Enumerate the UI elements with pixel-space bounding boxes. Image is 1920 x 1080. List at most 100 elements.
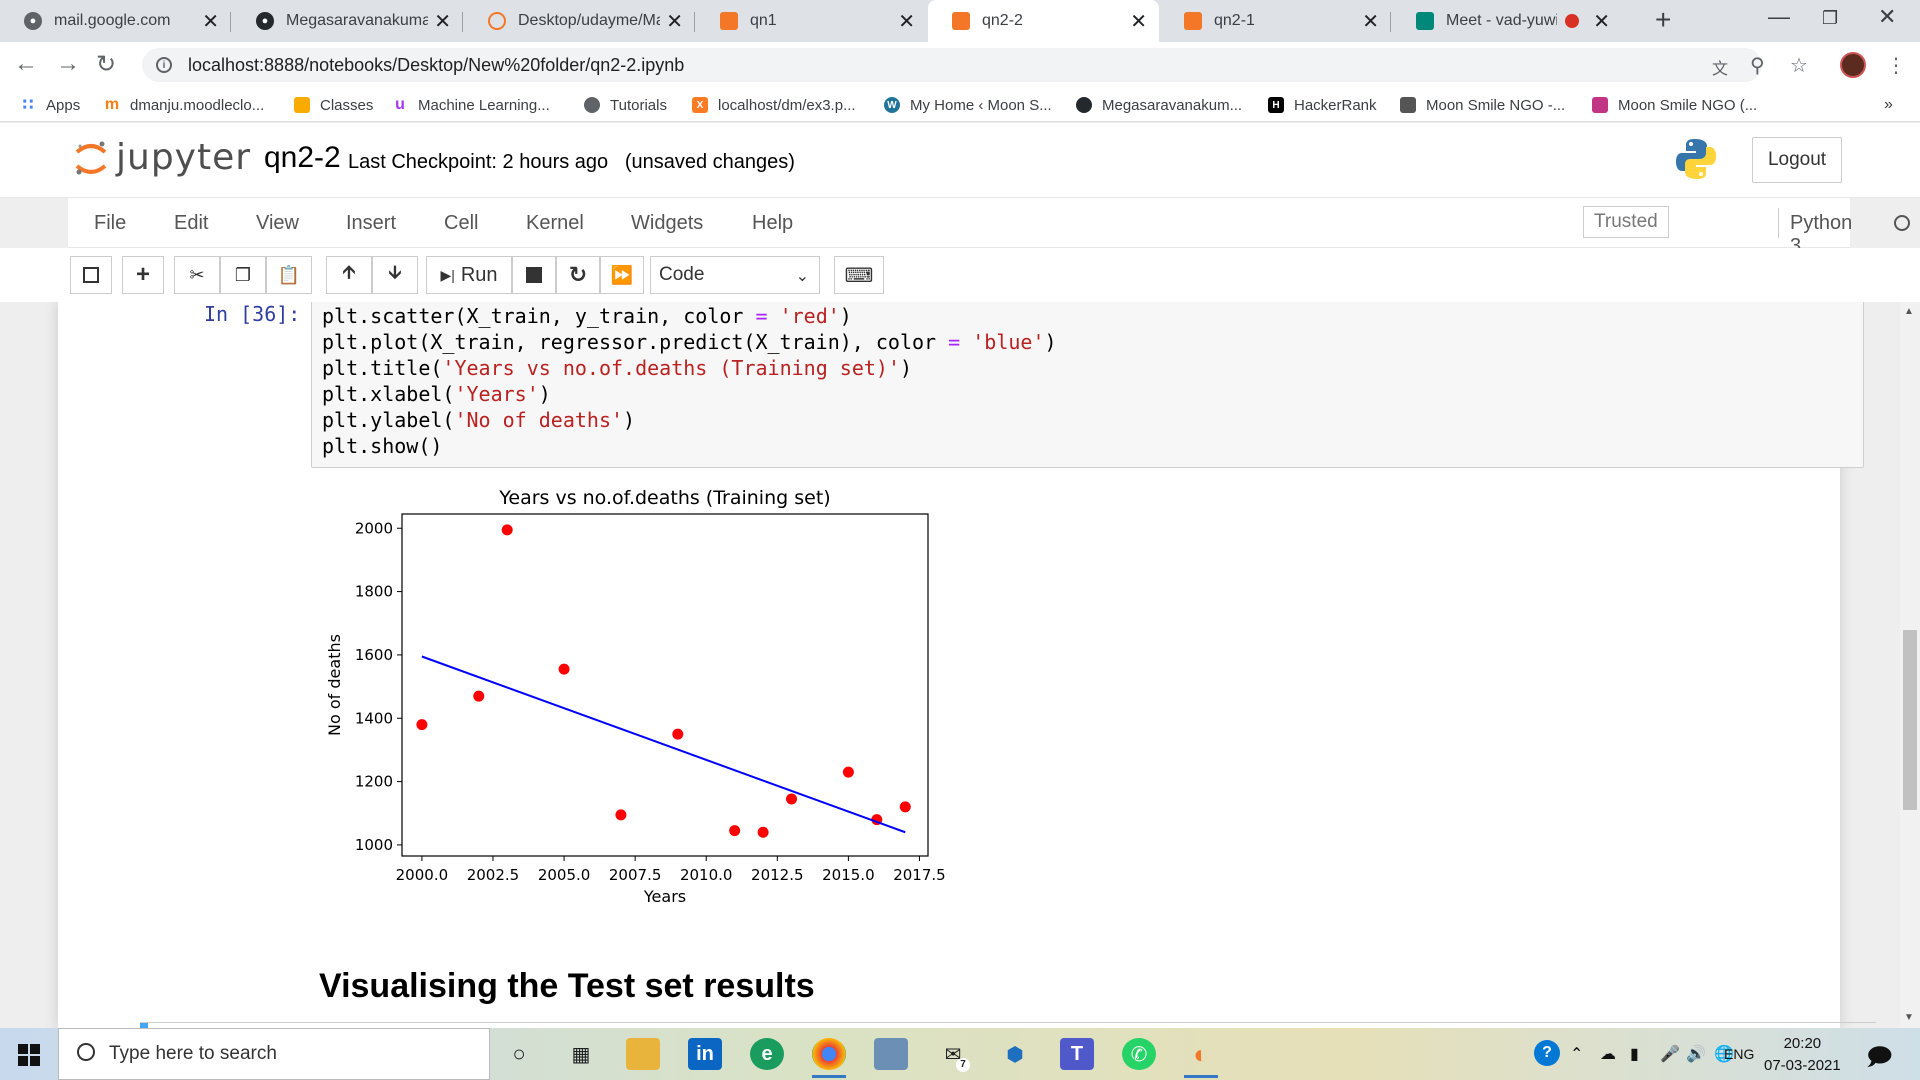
star-icon[interactable]: ☆ [1790,55,1808,77]
new-tab-button[interactable]: + [1655,4,1672,35]
tab-jupyter-tree[interactable]: Desktop/udayme/Mac ✕ [464,0,695,42]
bookmark-tutorials[interactable]: Tutorials [584,88,667,122]
tab-qn2-2[interactable]: qn2-2 ✕ [928,0,1159,42]
whatsapp-icon[interactable]: ✆ [1122,1038,1156,1070]
jupyter-logo[interactable]: jupyter [74,137,251,178]
more-bookmarks-icon[interactable]: » [1884,96,1893,113]
bookmark-ml[interactable]: u Machine Learning... [392,88,550,122]
interrupt-button[interactable] [512,256,556,294]
trusted-indicator[interactable]: Trusted [1583,206,1669,238]
cell-type-select[interactable]: Code ⌄ [650,256,820,294]
bookmark-instagram[interactable]: Moon Smile NGO (... [1592,88,1757,122]
kernel-name[interactable]: Python 3 [1790,212,1853,257]
menu-file[interactable]: File [94,212,127,234]
task-view-icon[interactable]: ▦ [571,1043,591,1066]
close-icon[interactable]: ✕ [1130,10,1147,33]
scroll-up-icon[interactable]: ▲ [1904,306,1914,317]
bookmarks-bar: ∷ Apps m dmanju.moodleclo... Classes u M… [0,88,1920,122]
url-bar[interactable]: i localhost:8888/notebooks/Desktop/New%2… [142,48,1762,82]
copy-button[interactable]: ❐ [220,256,266,294]
close-icon[interactable]: ✕ [1593,10,1610,33]
restart-button[interactable]: ↻ [556,256,600,294]
translate-icon[interactable]: 文 [1712,61,1729,78]
data-point [842,766,854,778]
system-clock[interactable]: 20:20 07-03-2021 [1764,1033,1841,1077]
move-down-button[interactable]: 🡫 [372,256,418,294]
save-button[interactable] [70,256,112,294]
window-close-button[interactable]: ✕ [1878,4,1897,29]
move-up-button[interactable]: 🡩 [326,256,372,294]
more-menu-icon[interactable]: ⋮ [1886,55,1906,77]
bookmark-moonsmile[interactable]: Moon Smile NGO -... [1400,88,1565,122]
notebook-scroll-area[interactable]: In [36]: plt.scatter(X_train, y_train, c… [0,302,1900,1028]
notifications-icon[interactable]: 🗩 [1866,1044,1893,1071]
scrollbar-thumb[interactable] [1903,630,1917,810]
bookmark-hackerrank[interactable]: H HackerRank [1268,88,1377,122]
restart-run-all-button[interactable]: ⏩ [600,256,644,294]
cortana-icon[interactable]: ○ [512,1041,526,1066]
edge-icon[interactable]: e [750,1038,784,1070]
teams-icon[interactable]: T [1060,1038,1094,1070]
paste-button[interactable]: 📋 [266,256,312,294]
windows-start-button[interactable] [18,1044,40,1066]
scroll-down-icon[interactable]: ▼ [1904,1012,1914,1023]
3d-box-icon[interactable]: ⬢ [1006,1043,1024,1066]
bookmark-classes[interactable]: Classes [294,88,373,122]
bookmark-github[interactable]: Megasaravanakum... [1076,88,1242,122]
help-tray-icon[interactable]: ? [1534,1040,1560,1066]
close-icon[interactable]: ✕ [1362,10,1379,33]
battery-icon[interactable]: ▮ [1630,1046,1639,1063]
logout-button[interactable]: Logout [1752,137,1842,183]
restore-button[interactable]: ❐ [1822,8,1839,28]
close-icon[interactable]: ✕ [202,10,219,33]
microphone-icon[interactable]: 🎤 [1660,1046,1680,1063]
notebook-name[interactable]: qn2-2 [264,141,341,174]
forward-button[interactable]: → [56,50,80,77]
close-icon[interactable]: ✕ [666,10,683,33]
jupyter-taskbar-icon[interactable]: ◐ [1184,1038,1218,1078]
zoom-icon[interactable]: ⚲ [1750,55,1765,77]
menu-cell[interactable]: Cell [444,212,479,234]
bookmark-localhost[interactable]: X localhost/dm/ex3.p... [692,88,856,122]
tab-qn2-1[interactable]: qn2-1 ✕ [1160,0,1391,42]
network-globe-icon[interactable]: 🌐 [1714,1046,1734,1063]
close-icon[interactable]: ✕ [898,10,915,33]
menu-insert[interactable]: Insert [346,212,397,234]
chevron-up-icon[interactable]: ⌃ [1570,1046,1584,1063]
network-app-icon[interactable] [874,1038,908,1070]
site-info-icon[interactable]: i [156,57,172,73]
tab-mail[interactable]: ● mail.google.com ✕ [0,0,231,42]
bookmark-wordpress[interactable]: W My Home ‹ Moon S... [884,88,1052,122]
bookmark-apps[interactable]: ∷ Apps [20,88,80,122]
tab-meet[interactable]: Meet - vad-yuwi-h ✕ [1392,0,1622,42]
command-palette-button[interactable]: ⌨ [834,256,884,294]
menu-widgets[interactable]: Widgets [631,212,704,234]
file-explorer-icon[interactable] [626,1038,660,1070]
insert-cell-button[interactable]: + [122,256,164,294]
onedrive-icon[interactable]: ☁ [1600,1046,1616,1063]
cut-button[interactable]: ✂ [174,256,220,294]
tab-qn1[interactable]: qn1 ✕ [696,0,927,42]
step-forward-icon: ▶| [440,266,455,283]
menu-kernel[interactable]: Kernel [526,212,584,234]
menu-edit[interactable]: Edit [174,212,209,234]
volume-icon[interactable]: 🔊 [1686,1046,1706,1063]
menu-help[interactable]: Help [752,212,794,234]
tab-github[interactable]: ● Megasaravanakumar/C ✕ [232,0,463,42]
code-cell-input[interactable]: plt.scatter(X_train, y_train, color = 'r… [311,302,1864,468]
menu-view[interactable]: View [256,212,299,234]
run-button[interactable]: ▶| Run [426,256,512,294]
profile-avatar[interactable] [1840,52,1866,78]
minimize-button[interactable]: — [1768,4,1790,29]
next-cell[interactable] [140,1022,1876,1028]
linkedin-icon[interactable]: in [688,1038,722,1070]
mail-icon[interactable]: ✉ 7 [936,1038,970,1072]
bookmark-moodle[interactable]: m dmanju.moodleclo... [104,88,264,122]
page-scrollbar[interactable]: ▲ ▼ [1900,302,1920,1028]
back-button[interactable]: ← [14,50,38,77]
chrome-icon[interactable] [812,1038,846,1078]
reload-button[interactable]: ↻ [96,51,117,78]
taskbar-search[interactable]: Type here to search [58,1028,490,1080]
language-indicator[interactable]: ENG [1724,1046,1755,1062]
close-icon[interactable]: ✕ [434,10,451,33]
